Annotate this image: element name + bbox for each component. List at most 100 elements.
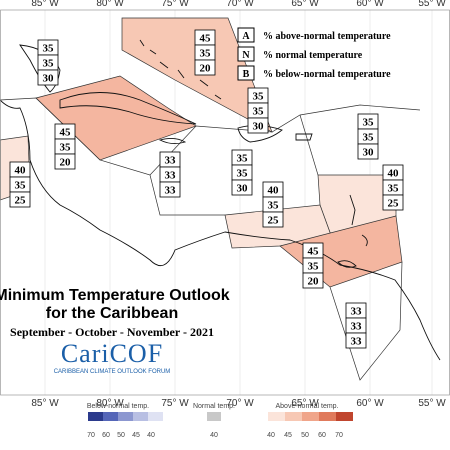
scale-swatch <box>302 412 319 421</box>
scale-tick: 50 <box>117 432 125 439</box>
probability-box: 35 35 30 <box>231 149 253 196</box>
scale-title: Below-normal temp. <box>87 403 149 410</box>
scale-swatch <box>148 412 163 421</box>
longitude-label: 75° W <box>161 0 189 9</box>
prob-value: 20 <box>200 63 212 75</box>
scale-title: Above-normal temp. <box>275 403 338 410</box>
probability-box: 40 35 25 <box>382 164 404 211</box>
zone-border <box>329 261 403 381</box>
prob-value: 25 <box>388 198 400 210</box>
prob-value: 35 <box>43 58 55 70</box>
scale-tick: 45 <box>132 432 140 439</box>
prob-value: 45 <box>200 33 212 45</box>
prob-value: 40 <box>268 185 280 197</box>
longitude-label: 85° W <box>31 0 59 9</box>
scale-title: Normal temp. <box>193 403 235 410</box>
prob-value: 35 <box>363 117 375 129</box>
prob-value: 35 <box>268 200 280 212</box>
scale-swatch <box>207 412 221 421</box>
longitude-label: 65° W <box>291 0 319 9</box>
prob-cell <box>9 191 31 208</box>
prob-cell <box>194 59 216 76</box>
key-box <box>237 46 255 62</box>
logo-subtitle: CARIBBEAN CLIMATE OUTLOOK FORUM <box>54 369 171 375</box>
scale-tick: 40 <box>210 432 218 439</box>
probability-box: 40 35 25 <box>9 161 31 208</box>
prob-value: 20 <box>60 157 72 169</box>
prob-cell <box>345 332 367 349</box>
key: A N B % above-normal temperature % norma… <box>237 27 391 81</box>
prob-value: 33 <box>165 155 177 167</box>
prob-cell <box>357 143 379 160</box>
prob-cell <box>247 117 269 134</box>
prob-value: 35 <box>43 43 55 55</box>
scale-tick: 50 <box>301 432 309 439</box>
prob-value: 35 <box>363 132 375 144</box>
color-scale: Below-normal temp. Normal temp. Above-norm… <box>87 403 353 439</box>
scale-swatch <box>285 412 302 421</box>
longitude-label: 80° W <box>96 398 124 409</box>
prob-cell <box>302 272 324 289</box>
prob-cell <box>231 179 253 196</box>
prob-value: 33 <box>165 170 177 182</box>
prob-value: 45 <box>60 127 72 139</box>
scale-tick: 60 <box>102 432 110 439</box>
prob-value: 33 <box>165 185 177 197</box>
probability-box: 45 35 20 <box>54 123 76 170</box>
prob-value: 33 <box>351 321 363 333</box>
prob-value: 30 <box>253 121 265 133</box>
longitude-label: 55° W <box>418 0 446 9</box>
longitude-label: 60° W <box>356 0 384 9</box>
scale-tick: 70 <box>87 432 95 439</box>
probability-box: 40 35 25 <box>262 181 284 228</box>
prob-value: 20 <box>308 276 320 288</box>
trinidad <box>337 260 357 268</box>
prob-value: 30 <box>43 73 55 85</box>
prob-value: 40 <box>388 168 400 180</box>
scale-swatch <box>88 412 103 421</box>
longitude-label: 60° W <box>356 398 384 409</box>
longitude-label: 85° W <box>31 398 59 409</box>
prob-value: 33 <box>351 336 363 348</box>
scale-swatch <box>336 412 353 421</box>
prob-value: 35 <box>237 168 249 180</box>
mainland-coast <box>0 99 441 361</box>
longitude-label: 70° W <box>226 0 254 9</box>
title: Minimum Temperature Outlook <box>0 287 230 304</box>
prob-value: 35 <box>200 48 212 60</box>
prob-value: 35 <box>253 91 265 103</box>
lesser-antilles <box>349 194 368 247</box>
prob-value: 35 <box>15 180 27 192</box>
key-text: % above-normal temperature <box>263 31 391 42</box>
prob-value: 25 <box>268 215 280 227</box>
scale-tick: 45 <box>284 432 292 439</box>
probability-box: 35 35 30 <box>37 39 59 86</box>
prob-value: 45 <box>308 246 320 258</box>
prob-value: 35 <box>253 106 265 118</box>
prob-cell <box>54 153 76 170</box>
scale-tick: 40 <box>147 432 155 439</box>
longitude-label: 70° W <box>226 398 254 409</box>
prob-value: 30 <box>363 147 375 159</box>
probability-box: 33 33 33 <box>345 302 367 349</box>
longitude-label: 80° W <box>96 0 124 9</box>
longitude-label: 55° W <box>418 398 446 409</box>
scale-swatch <box>103 412 118 421</box>
zone-border <box>149 174 225 216</box>
longitude-label: 65° W <box>291 398 319 409</box>
key-letter: B <box>243 69 250 80</box>
probability-boxes: 3535304535204535203535303333333535303535… <box>9 29 404 349</box>
probability-box: 45 35 20 <box>302 242 324 289</box>
scale-swatch <box>319 412 336 421</box>
period: September - October - November - 2021 <box>10 325 214 339</box>
longitude-label: 75° W <box>161 398 189 409</box>
prob-cell <box>382 194 404 211</box>
prob-value: 35 <box>308 261 320 273</box>
jamaica <box>158 137 187 145</box>
scale-tick: 70 <box>335 432 343 439</box>
key-text: % normal temperature <box>263 50 363 61</box>
cuba <box>59 92 197 125</box>
bahamas <box>139 39 222 100</box>
key-text: % below-normal temperature <box>263 69 391 80</box>
scale-swatch <box>133 412 148 421</box>
